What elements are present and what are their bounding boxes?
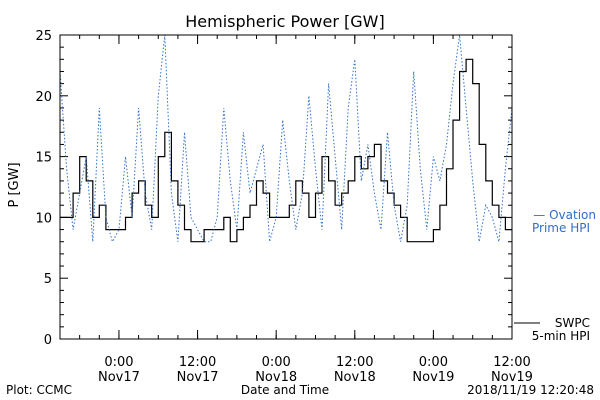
y-tick-label: 10 — [35, 211, 52, 226]
x-tick-label-time: 12:00 — [179, 355, 216, 370]
series-layer — [59, 34, 513, 244]
x-tick-label-date: Nov17 — [98, 370, 140, 385]
x-tick-label-date: Nov18 — [334, 370, 376, 385]
y-axis: 0 5 10 15 20 25 — [35, 29, 512, 348]
chart-title: Hemispheric Power [GW] — [185, 12, 384, 31]
x-tick-label-time: 12:00 — [493, 355, 530, 370]
x-tick-label-time: 0:00 — [262, 355, 291, 370]
x-tick-label-date: Nov17 — [177, 370, 219, 385]
legend-swpc-line1: SWPC — [555, 316, 590, 330]
legend-swpc-line2: 5-min HPI — [532, 329, 590, 343]
x-tick-label-time: 12:00 — [336, 355, 373, 370]
y-tick-label: 20 — [35, 90, 52, 105]
y-tick-label: 5 — [44, 272, 52, 287]
footer-timestamp: 2018/11/19 12:20:48 — [467, 383, 594, 397]
footer-credit: Plot: CCMC — [6, 383, 72, 397]
series-swpc-line — [60, 58, 512, 243]
y-tick-label: 0 — [44, 333, 52, 348]
legend-ovation-line2: Prime HPI — [532, 221, 590, 235]
x-tick-label-time: 0:00 — [104, 355, 133, 370]
legend-ovation-line1: — Ovation — [533, 208, 596, 222]
x-tick-label-date: Nov19 — [491, 370, 533, 385]
y-tick-label: 15 — [35, 151, 52, 166]
x-tick-label-date: Nov18 — [255, 370, 297, 385]
x-tick-label-date: Nov19 — [412, 370, 454, 385]
plot-frame — [59, 34, 513, 340]
x-tick-label-time: 0:00 — [419, 355, 448, 370]
y-axis-label: P [GW] — [7, 162, 22, 207]
y-tick-label: 25 — [35, 29, 52, 44]
x-axis: 0:00Nov1712:00Nov170:00Nov1812:00Nov180:… — [59, 35, 533, 385]
x-axis-label: Date and Time — [241, 383, 329, 397]
